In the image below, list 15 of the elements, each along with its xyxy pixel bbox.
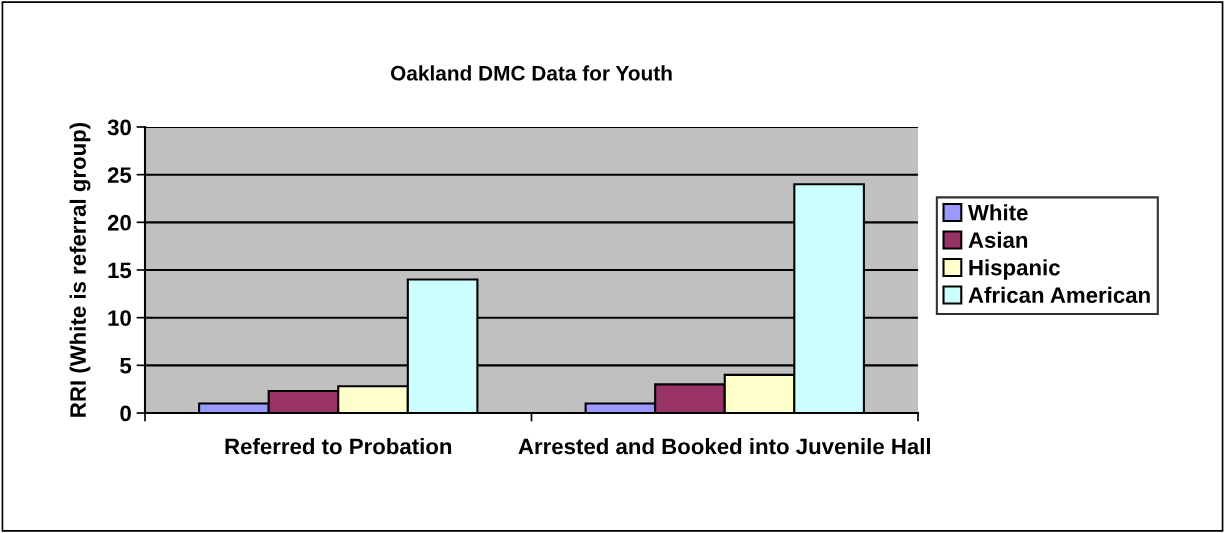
legend-label: Hispanic [969,259,1060,280]
y-tick-label: 10 [108,310,131,326]
chart-title: Oakland DMC Data for Youth [390,65,672,81]
y-tick-label: 15 [108,262,132,279]
y-tick-label: 20 [107,214,131,231]
legend-label: White [967,204,1028,221]
y-tick-label: 0 [120,405,131,422]
y-tick-label: 25 [107,167,132,183]
legend-label: Asian [968,231,1028,248]
y-tick-label: 5 [120,358,132,374]
x-tick-label: Arrested and Booked into Juvenile Hall [518,438,931,455]
y-tick-label: 30 [107,119,131,136]
legend-label: African American [968,286,1150,303]
y-axis-title: RRI (White is referral group) [69,122,91,417]
x-tick-label: Referred to Probation [225,438,452,455]
